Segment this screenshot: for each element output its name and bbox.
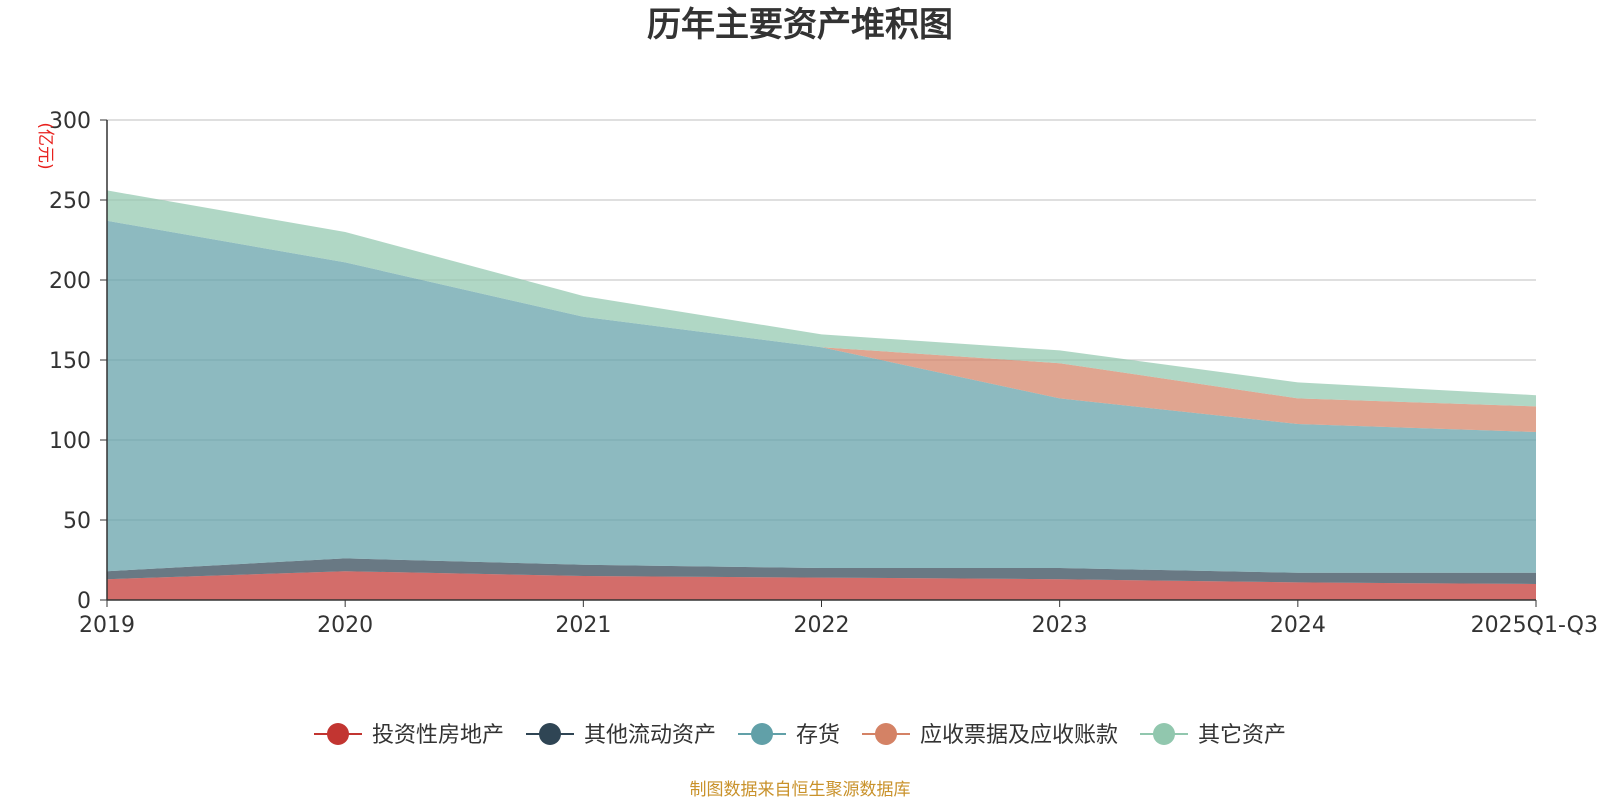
x-tick-label: 2024	[1270, 613, 1326, 638]
legend-item-4[interactable]: 其它资产	[1140, 723, 1286, 748]
legend-item-2[interactable]: 存货	[738, 723, 840, 748]
area-series-2	[107, 220, 1536, 573]
area-series	[107, 190, 1536, 600]
legend-label: 投资性房地产	[372, 723, 504, 748]
y-tick-label: 0	[77, 589, 91, 614]
y-tick-label: 300	[49, 109, 91, 134]
x-tick-label: 2022	[794, 613, 850, 638]
y-axis-unit: (亿元)	[35, 122, 55, 169]
area-series-1	[107, 558, 1536, 584]
legend[interactable]: 投资性房地产 其他流动资产 存货 应收票据及应收账款 其它资产	[314, 723, 1286, 748]
legend-item-0[interactable]: 投资性房地产	[314, 723, 504, 748]
legend-marker-icon	[875, 723, 897, 745]
y-tick-label: 50	[63, 509, 91, 534]
axes: 0 50 100 150 200 250 300 2019 2020 2021 2022 2023 20…	[49, 109, 1598, 638]
area-series-0	[107, 571, 1536, 600]
chart-title: 历年主要资产堆积图	[647, 5, 953, 45]
x-tick-label: 2025Q1-Q3	[1471, 613, 1598, 638]
x-tick-label: 2020	[317, 613, 373, 638]
x-tick-label: 2023	[1032, 613, 1088, 638]
area-series-3	[107, 220, 1536, 432]
legend-marker-icon	[1153, 723, 1175, 745]
legend-label: 应收票据及应收账款	[920, 723, 1118, 748]
legend-marker-icon	[539, 723, 561, 745]
legend-label: 其它资产	[1198, 723, 1286, 748]
y-tick-label: 250	[49, 189, 91, 214]
y-tick-label: 150	[49, 349, 91, 374]
legend-item-3[interactable]: 应收票据及应收账款	[862, 723, 1118, 748]
legend-marker-icon	[327, 723, 349, 745]
x-tick-label: 2019	[79, 613, 135, 638]
legend-label: 存货	[796, 723, 840, 748]
legend-item-1[interactable]: 其他流动资产	[526, 723, 716, 748]
source-note: 制图数据来自恒生聚源数据库	[690, 780, 911, 800]
legend-marker-icon	[751, 723, 773, 745]
legend-label: 其他流动资产	[584, 723, 716, 748]
y-tick-label: 100	[49, 429, 91, 454]
y-tick-label: 200	[49, 269, 91, 294]
x-tick-label: 2021	[555, 613, 611, 638]
